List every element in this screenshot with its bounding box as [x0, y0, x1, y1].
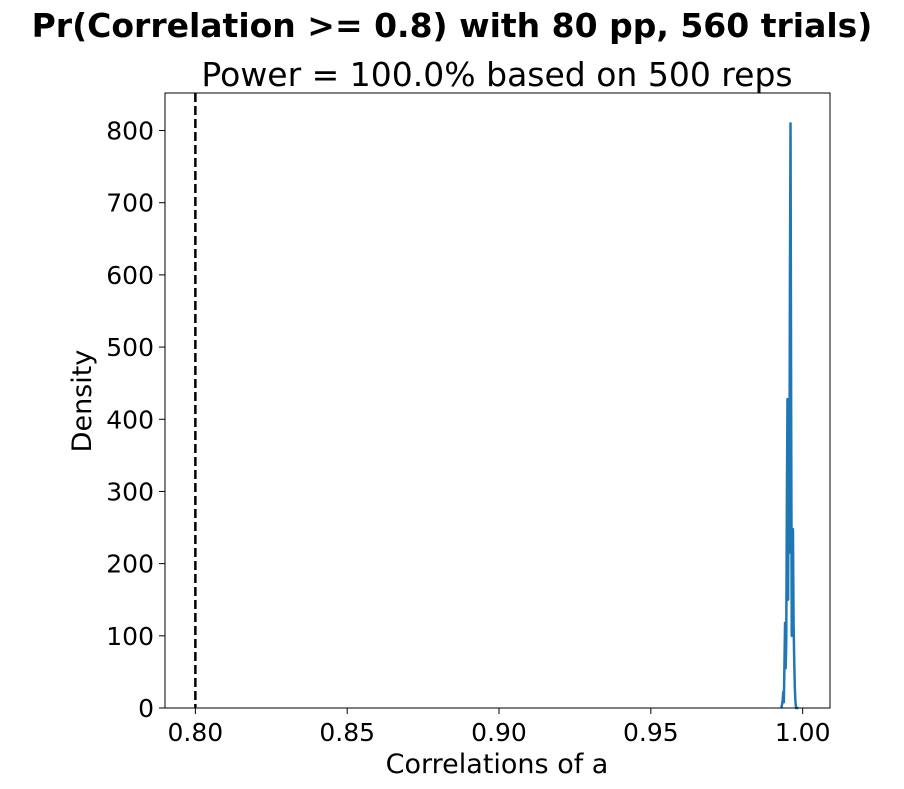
x-axis-ticks: 0.80 0.85 0.90 0.95 1.00	[168, 708, 831, 747]
x-tick-label: 0.95	[623, 718, 679, 747]
y-tick-label: 500	[106, 333, 154, 362]
chart-subtitle: Power = 100.0% based on 500 reps	[201, 55, 792, 94]
density-series-line	[780, 122, 800, 710]
plot-area	[164, 92, 831, 710]
y-axis-label: Density	[67, 350, 98, 453]
x-tick-label: 0.85	[319, 718, 375, 747]
y-tick-label: 800	[106, 117, 154, 146]
axes-frame	[164, 92, 831, 709]
y-tick-label: 600	[106, 261, 154, 290]
y-tick-label: 300	[106, 477, 154, 506]
x-axis-label: Correlations of a	[386, 749, 609, 780]
x-tick-label: 0.80	[168, 718, 224, 747]
y-tick-label: 700	[106, 189, 154, 218]
chart-title: Pr(Correlation >= 0.8) with 80 pp, 560 t…	[32, 6, 873, 45]
y-tick-label: 400	[106, 405, 154, 434]
y-tick-label: 0	[138, 694, 154, 723]
x-tick-label: 0.90	[471, 718, 527, 747]
y-axis-ticks: 0 100 200 300 400 500 600 700 800	[106, 117, 165, 723]
x-tick-label: 1.00	[775, 718, 831, 747]
y-tick-label: 200	[106, 550, 154, 579]
y-tick-label: 100	[106, 622, 154, 651]
